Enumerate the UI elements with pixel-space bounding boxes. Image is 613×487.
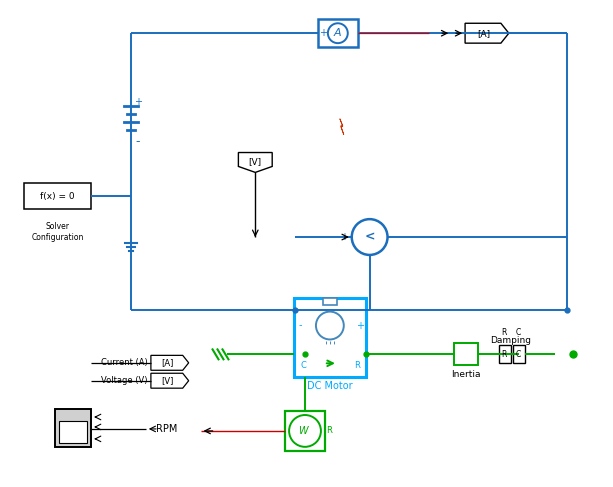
Circle shape: [289, 415, 321, 447]
FancyBboxPatch shape: [285, 411, 325, 451]
FancyBboxPatch shape: [454, 343, 478, 365]
FancyBboxPatch shape: [24, 183, 91, 209]
Text: +: +: [319, 28, 327, 38]
Text: A: A: [334, 28, 341, 38]
Bar: [513, 345, 525, 363]
Text: C: C: [515, 350, 520, 359]
Text: R: R: [354, 361, 360, 370]
Text: R: R: [501, 350, 506, 359]
Text: f(x) = 0: f(x) = 0: [40, 192, 75, 201]
Text: Solver
Configuration: Solver Configuration: [31, 222, 83, 242]
Text: RPM: RPM: [156, 424, 177, 434]
Text: Damping: Damping: [490, 336, 531, 345]
Polygon shape: [238, 152, 272, 172]
Polygon shape: [151, 373, 189, 388]
Text: Voltage (V): Voltage (V): [101, 376, 148, 385]
Text: W: W: [298, 426, 308, 436]
Text: R: R: [326, 427, 332, 435]
Circle shape: [316, 312, 344, 339]
Bar: [59, 421, 87, 443]
Text: [V]: [V]: [249, 157, 262, 166]
Text: [A]: [A]: [162, 358, 174, 367]
Text: +: +: [356, 320, 364, 331]
Bar: [499, 345, 511, 363]
Text: <: <: [364, 230, 375, 244]
Polygon shape: [340, 119, 344, 134]
FancyBboxPatch shape: [318, 19, 358, 47]
Text: +: +: [340, 232, 348, 242]
Text: R: R: [501, 328, 506, 337]
Text: DC Motor: DC Motor: [307, 381, 352, 391]
Text: +: +: [134, 97, 142, 107]
Text: C: C: [300, 361, 306, 370]
Polygon shape: [465, 23, 509, 43]
Text: C: C: [515, 328, 520, 337]
Polygon shape: [151, 356, 189, 370]
FancyBboxPatch shape: [294, 298, 366, 377]
Bar: [323, 298, 337, 305]
Text: Inertia: Inertia: [451, 370, 481, 379]
Text: -: -: [299, 320, 302, 331]
Text: [V]: [V]: [162, 376, 174, 385]
Text: Current (A): Current (A): [101, 358, 148, 367]
Text: [A]: [A]: [478, 29, 490, 37]
Circle shape: [328, 23, 348, 43]
Circle shape: [352, 219, 387, 255]
FancyBboxPatch shape: [55, 409, 91, 447]
Text: -: -: [135, 135, 140, 148]
